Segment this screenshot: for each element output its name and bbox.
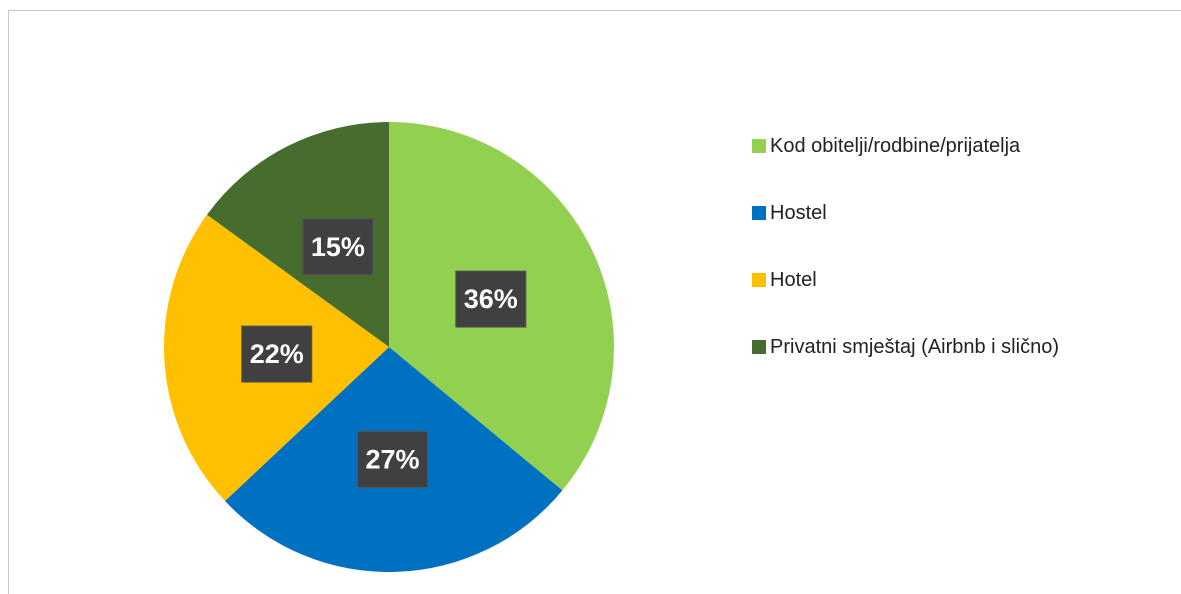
legend-item: Privatni smještaj (Airbnb i slično) [752, 327, 1090, 367]
legend: Kod obitelji/rodbine/prijatelja Hostel Hot… [752, 126, 1112, 394]
data-label-text: 27% [366, 444, 420, 474]
legend-swatch [752, 206, 766, 220]
data-label: 15% [302, 218, 374, 276]
legend-label: Kod obitelji/rodbine/prijatelja [770, 135, 1021, 157]
legend-swatch [752, 139, 766, 153]
data-label-text: 15% [311, 232, 365, 262]
data-label-bg [302, 218, 374, 276]
data-label-text: 22% [250, 339, 304, 369]
data-label-bg [455, 270, 527, 328]
pie-slice [206, 122, 389, 347]
data-label-bg [357, 430, 429, 488]
frame [8, 10, 1181, 594]
legend-item: Hostel [752, 193, 1090, 233]
data-label-text: 36% [464, 284, 518, 314]
data-label: 36% [455, 270, 527, 328]
legend-swatch [752, 273, 766, 287]
legend-label: Hostel [770, 202, 827, 224]
data-label-bg [241, 325, 313, 383]
legend-item: Kod obitelji/rodbine/prijatelja [752, 126, 1090, 166]
data-label: 27% [357, 430, 429, 488]
legend-label: Hotel [770, 269, 817, 291]
legend-item: Hotel [752, 260, 1090, 300]
data-label: 22% [241, 325, 313, 383]
legend-label: Privatni smještaj (Airbnb i slično) [770, 336, 1059, 358]
legend-swatch [752, 340, 766, 354]
